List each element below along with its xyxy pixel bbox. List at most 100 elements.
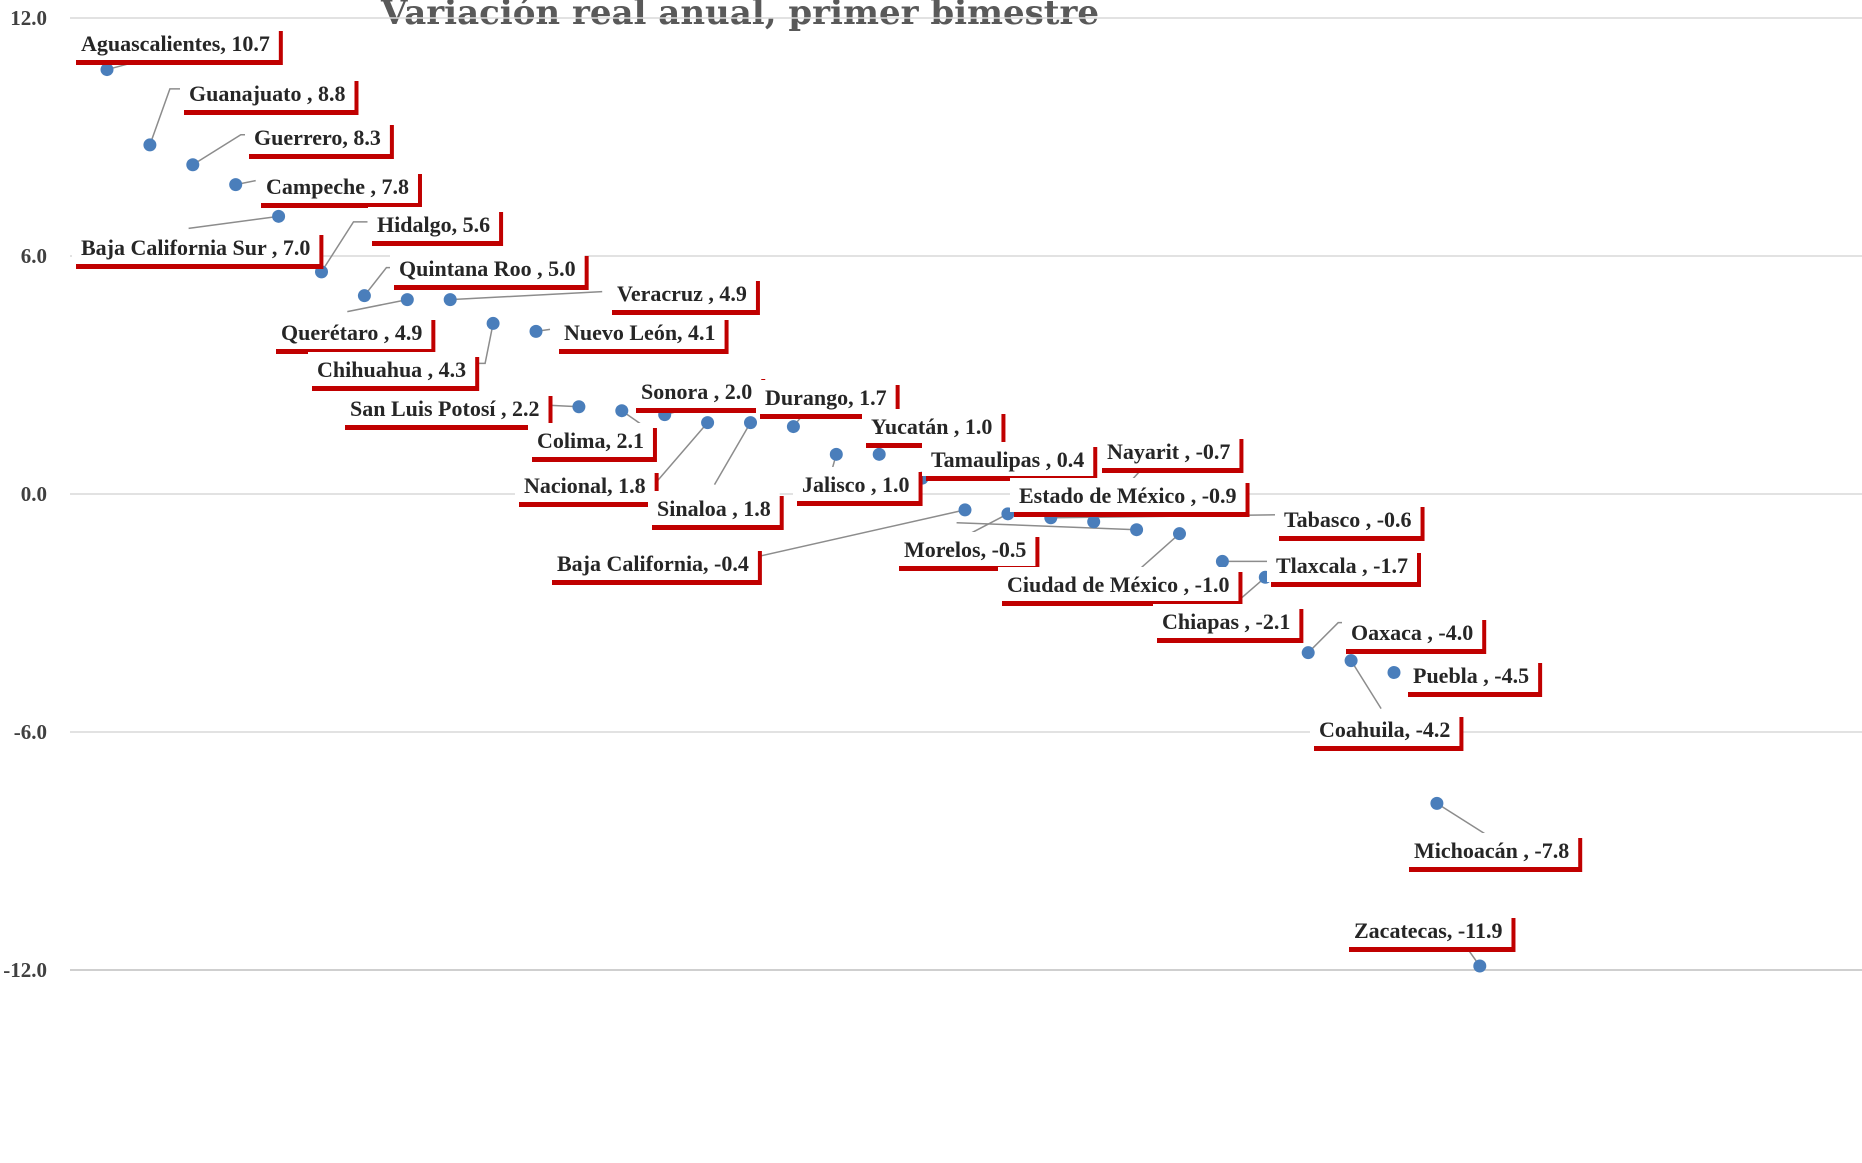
data-label-text: Tlaxcala , -1.7 [1276, 553, 1408, 578]
data-label-text: Campeche , 7.8 [266, 174, 409, 199]
data-label-text: Baja California Sur , 7.0 [81, 235, 310, 260]
leader-line-veracruz [450, 290, 603, 301]
label-box [257, 169, 418, 203]
data-label-text: Oaxaca , -4.0 [1351, 620, 1473, 645]
data-label-nayarit: Nayarit , -0.7 [1098, 434, 1244, 473]
data-label-text: Estado de México , -0.9 [1019, 483, 1237, 508]
label-box [1345, 913, 1512, 947]
gridlines [70, 17, 1862, 971]
data-label-tamaulipas: Tamaulipas , 0.4 [922, 442, 1098, 481]
chart-title: Variación real anual, primer bimestre [380, 0, 1099, 33]
y-tick-label: -12.0 [3, 958, 47, 982]
data-label-text: Jalisco , 1.0 [802, 472, 910, 497]
data-label-text: Nacional, 1.8 [524, 473, 646, 498]
data-label-colima: Colima, 2.1 [528, 423, 657, 462]
label-box [555, 315, 725, 349]
data-point-jalisco [829, 447, 843, 461]
data-label-text: Zacatecas, -11.9 [1354, 918, 1502, 943]
data-point-sinaloa [744, 416, 757, 430]
data-label-chihuahua: Chihuahua , 4.3 [308, 352, 480, 391]
data-label-guerrero: Guerrero, 8.3 [245, 120, 394, 159]
data-point-quintana-roo [357, 289, 371, 303]
data-point-tlaxcala [1215, 554, 1229, 568]
data-point-san-luis-potosi [572, 400, 586, 414]
data-point-ciudad-de-mexico [1173, 527, 1186, 541]
leader-line-guanajuato [149, 88, 182, 146]
data-label-text: Michoacán , -7.8 [1414, 838, 1569, 863]
data-label-hidalgo: Hidalgo, 5.6 [368, 207, 504, 246]
label-box [515, 468, 655, 502]
data-label-text: Morelos, -0.5 [904, 537, 1026, 562]
y-tick-label: 0.0 [21, 482, 47, 506]
data-label-text: Veracruz , 4.9 [617, 281, 747, 306]
data-label-estado-de-mexico: Estado de México , -0.9 [1010, 478, 1250, 517]
data-label-zacatecas: Zacatecas, -11.9 [1345, 913, 1516, 952]
data-point-queretaro [400, 293, 414, 307]
label-box [1405, 833, 1579, 867]
data-label-tlaxcala: Tlaxcala , -1.7 [1267, 548, 1421, 587]
data-label-text: Colima, 2.1 [537, 428, 644, 453]
data-label-oaxaca: Oaxaca , -4.0 [1342, 615, 1487, 654]
data-label-veracruz: Veracruz , 4.9 [608, 276, 760, 315]
y-tick-label: -6.0 [14, 720, 47, 744]
data-point-coahuila [1344, 654, 1358, 668]
label-box [308, 352, 476, 386]
data-label-tabasco: Tabasco , -0.6 [1275, 502, 1425, 541]
data-label-text: Quintana Roo , 5.0 [399, 256, 576, 281]
label-box [272, 315, 432, 349]
data-label-text: Tamaulipas , 0.4 [931, 447, 1084, 472]
label-box [1404, 658, 1539, 692]
data-label-baja-california-sur: Baja California Sur , 7.0 [72, 230, 324, 269]
data-point-guerrero [186, 158, 200, 172]
data-label-text: Puebla , -4.5 [1413, 663, 1529, 688]
label-box [528, 423, 653, 457]
data-point-chihuahua [486, 316, 500, 330]
y-tick-label: 12.0 [10, 6, 47, 30]
data-label-text: Chiapas , -2.1 [1162, 609, 1290, 634]
label-box [390, 251, 585, 285]
data-label-text: San Luis Potosí , 2.2 [350, 396, 540, 421]
label-box [793, 467, 919, 501]
label-box [1310, 712, 1460, 746]
data-label-morelos: Morelos, -0.5 [895, 532, 1040, 571]
data-point-campeche [229, 178, 243, 192]
label-box [862, 409, 1002, 443]
label-box [180, 76, 355, 110]
data-point-baja-california [958, 503, 972, 517]
data-label-sonora: Sonora , 2.0 [632, 374, 766, 413]
leader-line-guerrero [192, 134, 248, 166]
data-point-yucatan [872, 447, 886, 461]
data-point-colima [615, 404, 629, 418]
data-label-quintana-roo: Quintana Roo , 5.0 [390, 251, 589, 290]
label-box [632, 374, 762, 408]
label-box [341, 391, 549, 425]
data-point-baja-california-sur [272, 209, 286, 223]
label-box [72, 230, 320, 264]
label-box [1010, 478, 1246, 512]
leader-line-baja-california-sur [188, 215, 279, 230]
data-label-coahuila: Coahuila, -4.2 [1310, 712, 1464, 751]
label-box [1098, 434, 1240, 468]
data-label-text: Guanajuato , 8.8 [189, 81, 345, 106]
data-point-veracruz [443, 293, 457, 307]
data-point-nacional [701, 416, 715, 430]
label-box [998, 567, 1239, 601]
leader-line-sinaloa [713, 422, 752, 485]
label-box [1267, 548, 1417, 582]
data-labels: Aguascalientes, 10.7 Guanajuato , 8.8 Guer… [72, 26, 1583, 952]
data-label-baja-california: Baja California, -0.4 [548, 546, 762, 585]
data-label-text: Sonora , 2.0 [641, 379, 752, 404]
data-label-text: Sinaloa , 1.8 [657, 496, 771, 521]
data-label-nacional: Nacional, 1.8 [515, 468, 659, 507]
data-label-text: Nayarit , -0.7 [1107, 439, 1230, 464]
data-label-text: Baja California, -0.4 [557, 551, 749, 576]
data-label-puebla: Puebla , -4.5 [1404, 658, 1543, 697]
data-label-text: Hidalgo, 5.6 [377, 212, 490, 237]
data-label-text: Nuevo León, 4.1 [564, 320, 716, 345]
data-label-text: Aguascalientes, 10.7 [81, 31, 270, 56]
data-point-estado-de-mexico [1130, 523, 1144, 537]
label-box [608, 276, 756, 310]
data-label-jalisco: Jalisco , 1.0 [793, 467, 923, 506]
data-point-durango [786, 420, 800, 434]
